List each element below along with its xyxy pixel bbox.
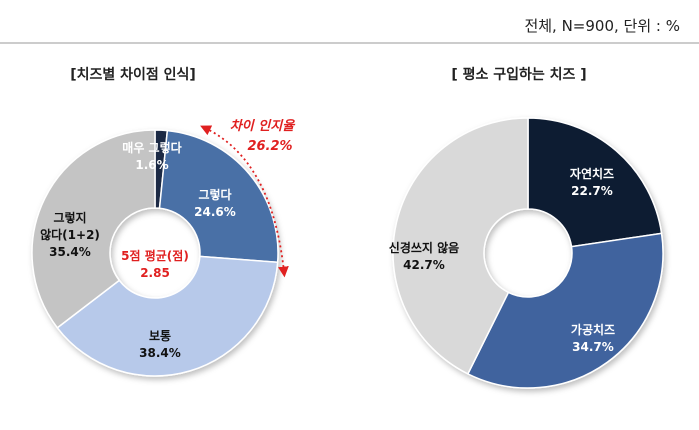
slice-label-자연치즈: 자연치즈 22.7% — [570, 166, 614, 198]
chart1-center-label: 5점 평균(점) — [121, 248, 189, 263]
slice-그렇지-않다-1-2 — [31, 129, 156, 329]
slice-label-보통: 보통 38.4% — [139, 328, 181, 360]
slice-label-매우-그렇다: 매우 그렇다 1.6% — [122, 140, 181, 172]
slice-자연치즈 — [527, 117, 663, 248]
slice-가공치즈 — [466, 232, 664, 389]
callout-label: 차이 인지율 — [230, 118, 296, 134]
slice-label-신경쓰지-않음: 신경쓰지 않음 42.7% — [389, 240, 459, 272]
slice-label-가공치즈: 가공치즈 34.7% — [571, 322, 615, 354]
chart2-title: [ 평소 구입하는 치즈 ] — [451, 66, 586, 83]
chart1-title: [치즈별 차이점 인식] — [70, 66, 196, 83]
chart1-center-value: 2.85 — [140, 266, 170, 280]
slice-label-그렇지-않다-1-2: 그렇지 않다(1+2) 35.4% — [40, 210, 100, 259]
callout-arrow — [200, 125, 289, 278]
chart2-slice-labels: 자연치즈 22.7% 가공치즈 34.7% 신경쓰지 않음 42.7% — [389, 166, 615, 354]
slice-신경쓰지-않음 — [392, 117, 529, 375]
header-note: 전체, N=900, 단위 : % — [524, 17, 680, 35]
callout-value: 26.2% — [247, 139, 292, 154]
chart2-donut — [392, 117, 664, 389]
